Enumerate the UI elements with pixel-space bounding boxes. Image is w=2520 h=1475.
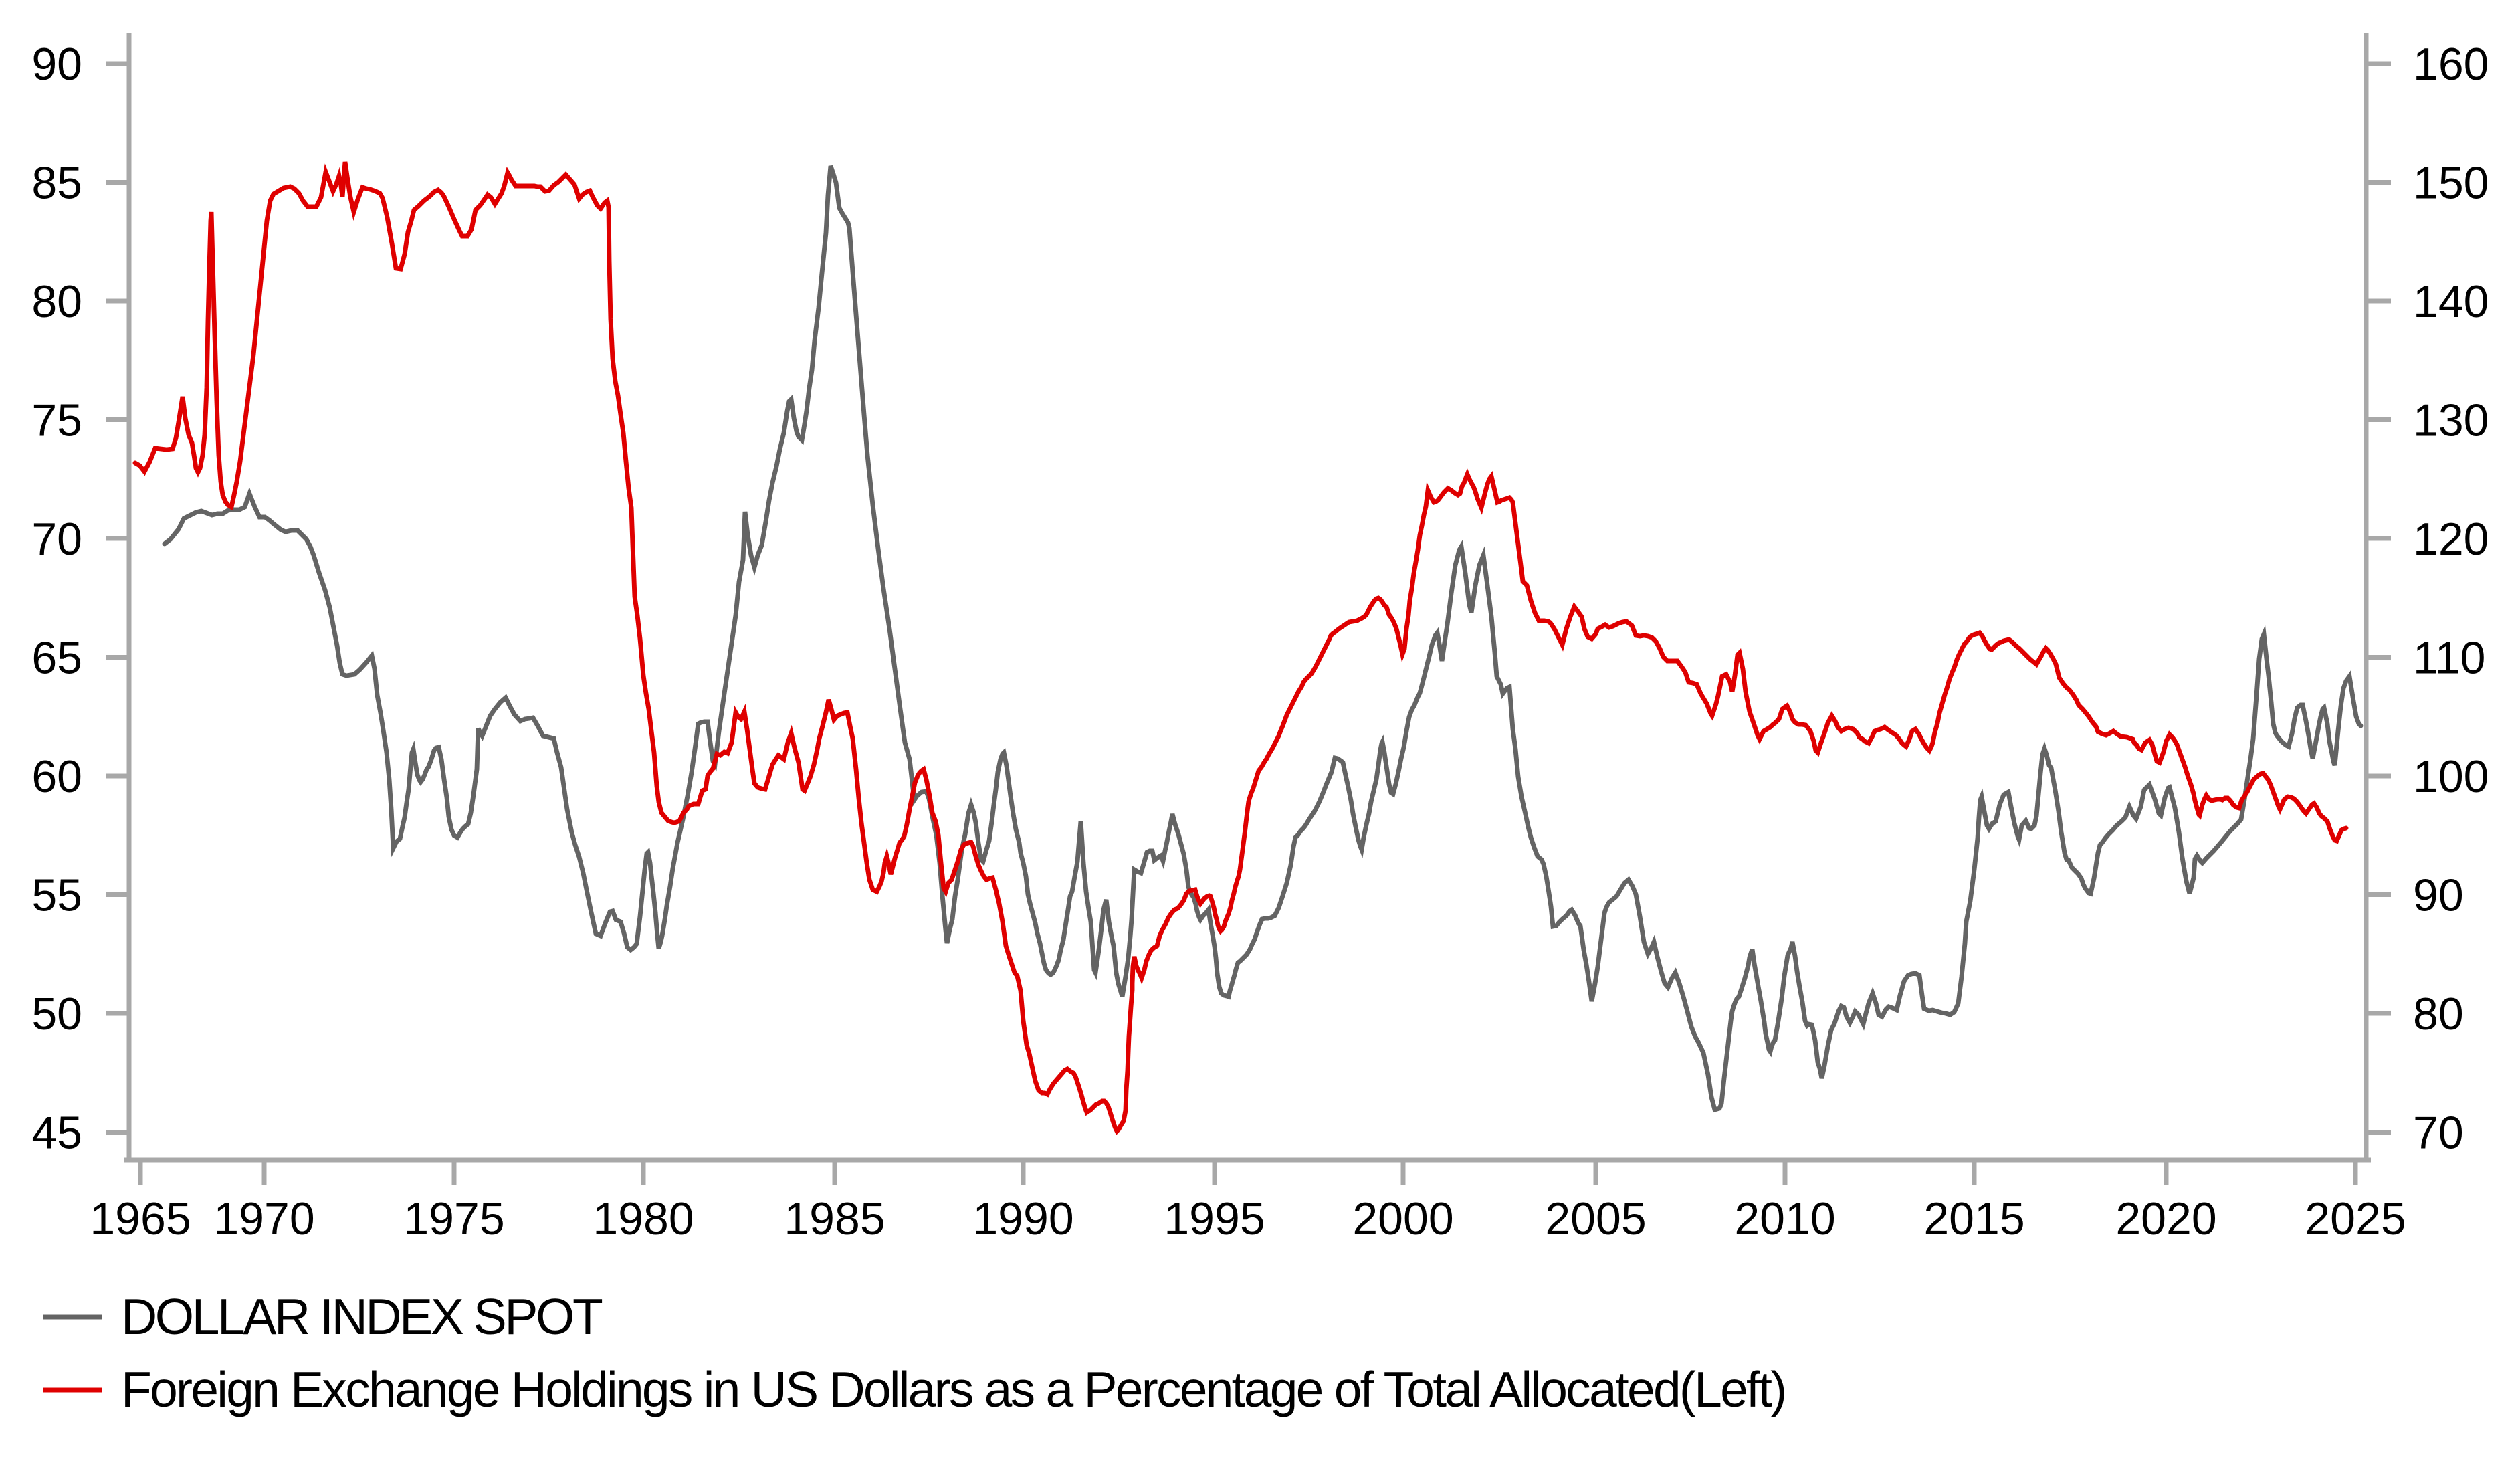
svg-text:120: 120 [2413, 514, 2489, 565]
svg-text:75: 75 [31, 395, 82, 446]
svg-text:2020: 2020 [2115, 1193, 2216, 1244]
svg-text:130: 130 [2413, 395, 2489, 446]
svg-text:1985: 1985 [784, 1193, 885, 1244]
svg-text:150: 150 [2413, 158, 2489, 209]
svg-text:2010: 2010 [1734, 1193, 1835, 1244]
svg-text:70: 70 [2413, 1108, 2464, 1159]
svg-text:85: 85 [31, 158, 82, 209]
svg-text:90: 90 [31, 39, 82, 90]
svg-text:1975: 1975 [403, 1193, 504, 1244]
svg-text:45: 45 [31, 1108, 82, 1159]
svg-text:1970: 1970 [213, 1193, 314, 1244]
svg-text:1980: 1980 [593, 1193, 694, 1244]
svg-text:60: 60 [31, 751, 82, 802]
svg-text:65: 65 [31, 633, 82, 684]
svg-text:55: 55 [31, 870, 82, 921]
svg-text:80: 80 [31, 276, 82, 327]
svg-text:1965: 1965 [90, 1193, 191, 1244]
svg-text:2025: 2025 [2305, 1193, 2406, 1244]
svg-text:Foreign Exchange Holdings in U: Foreign Exchange Holdings in US Dollars … [121, 1361, 1785, 1417]
svg-text:140: 140 [2413, 276, 2489, 327]
svg-text:100: 100 [2413, 751, 2489, 802]
svg-text:DOLLAR INDEX SPOT: DOLLAR INDEX SPOT [121, 1288, 603, 1345]
svg-text:110: 110 [2413, 633, 2485, 684]
svg-text:70: 70 [31, 514, 82, 565]
svg-text:1995: 1995 [1164, 1193, 1265, 1244]
svg-text:90: 90 [2413, 870, 2464, 921]
svg-text:1990: 1990 [972, 1193, 1073, 1244]
svg-text:2005: 2005 [1545, 1193, 1646, 1244]
svg-text:50: 50 [31, 989, 82, 1040]
svg-text:2000: 2000 [1352, 1193, 1453, 1244]
svg-text:80: 80 [2413, 989, 2464, 1040]
svg-text:160: 160 [2413, 39, 2489, 90]
svg-text:2015: 2015 [1923, 1193, 2024, 1244]
